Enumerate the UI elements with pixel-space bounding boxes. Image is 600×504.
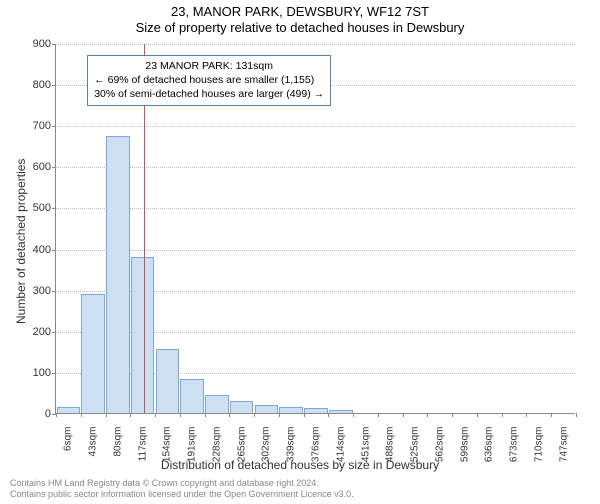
- xtick: [304, 413, 305, 417]
- gridline: [56, 126, 575, 127]
- xtick: [56, 413, 57, 417]
- xtick: [180, 413, 181, 417]
- annotation-box: 23 MANOR PARK: 131sqm← 69% of detached h…: [87, 55, 331, 106]
- copyright-line-1: Contains HM Land Registry data © Crown c…: [10, 478, 354, 489]
- histogram-bar: [57, 407, 81, 413]
- histogram-bar: [230, 401, 254, 413]
- xtick: [452, 413, 453, 417]
- ytick-label: 600: [33, 161, 56, 173]
- x-axis-title: Distribution of detached houses by size …: [0, 458, 600, 472]
- ytick-label: 200: [33, 326, 56, 338]
- histogram-bar: [255, 405, 279, 413]
- ytick-label: 500: [33, 202, 56, 214]
- xtick: [106, 413, 107, 417]
- chart-title: 23, MANOR PARK, DEWSBURY, WF12 7ST Size …: [0, 4, 600, 35]
- histogram-bar: [205, 395, 229, 414]
- gridline: [56, 44, 575, 45]
- xtick: [328, 413, 329, 417]
- ytick-label: 800: [33, 79, 56, 91]
- xtick: [81, 413, 82, 417]
- ytick-label: 0: [45, 408, 56, 420]
- xtick: [526, 413, 527, 417]
- copyright-line-2: Contains public sector information licen…: [10, 489, 354, 500]
- copyright-notice: Contains HM Land Registry data © Crown c…: [10, 478, 354, 500]
- gridline: [56, 250, 575, 251]
- xtick: [477, 413, 478, 417]
- histogram-bar: [131, 257, 155, 413]
- histogram-bar: [279, 407, 303, 413]
- xtick: [551, 413, 552, 417]
- annotation-line: 23 MANOR PARK: 131sqm: [94, 59, 324, 73]
- xtick: [229, 413, 230, 417]
- xtick: [279, 413, 280, 417]
- gridline: [56, 167, 575, 168]
- chart-area: 01002003004005006007008009006sqm43sqm80s…: [55, 44, 575, 414]
- xtick: [378, 413, 379, 417]
- xtick: [403, 413, 404, 417]
- ytick-label: 100: [33, 367, 56, 379]
- histogram-bar: [81, 294, 105, 413]
- xtick: [427, 413, 428, 417]
- plot-region: 01002003004005006007008009006sqm43sqm80s…: [55, 44, 575, 414]
- xtick: [502, 413, 503, 417]
- xtick: [130, 413, 131, 417]
- histogram-bar: [106, 136, 130, 414]
- xtick: [254, 413, 255, 417]
- annotation-line: 30% of semi-detached houses are larger (…: [94, 87, 324, 101]
- histogram-bar: [180, 379, 204, 413]
- xtick: [205, 413, 206, 417]
- histogram-bar: [304, 408, 328, 413]
- y-axis-title: Number of detached properties: [14, 159, 28, 324]
- xtick: [353, 413, 354, 417]
- ytick-label: 300: [33, 285, 56, 297]
- chart-page: 23, MANOR PARK, DEWSBURY, WF12 7ST Size …: [0, 4, 600, 504]
- ytick-label: 400: [33, 244, 56, 256]
- annotation-line: ← 69% of detached houses are smaller (1,…: [94, 73, 324, 87]
- histogram-bar: [156, 349, 180, 413]
- title-line-2: Size of property relative to detached ho…: [0, 20, 600, 36]
- histogram-bar: [329, 410, 353, 413]
- title-line-1: 23, MANOR PARK, DEWSBURY, WF12 7ST: [0, 4, 600, 20]
- gridline: [56, 208, 575, 209]
- xtick: [576, 413, 577, 417]
- ytick-label: 700: [33, 120, 56, 132]
- xtick: [155, 413, 156, 417]
- ytick-label: 900: [33, 38, 56, 50]
